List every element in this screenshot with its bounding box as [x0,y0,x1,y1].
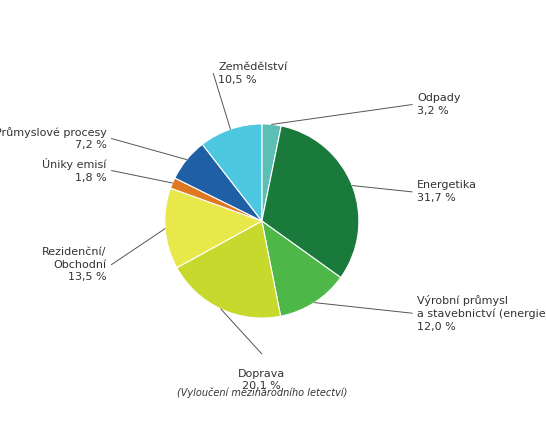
Wedge shape [170,178,262,221]
Text: (Vyloučení mezinárodního letectví): (Vyloučení mezinárodního letectví) [177,388,347,398]
Wedge shape [262,126,359,278]
Text: Doprava
20,1 %: Doprava 20,1 % [238,369,286,391]
Text: Odpady
3,2 %: Odpady 3,2 % [417,93,461,116]
Wedge shape [262,221,341,316]
Text: Průmyslové procesy
7,2 %: Průmyslové procesy 7,2 % [0,127,106,150]
Text: Úniky emisí
1,8 %: Úniky emisí 1,8 % [42,158,106,183]
Wedge shape [262,124,281,221]
Wedge shape [177,221,281,318]
Wedge shape [165,188,262,268]
Wedge shape [203,124,262,221]
Text: Zemědělství
10,5 %: Zemědělství 10,5 % [218,62,287,85]
Text: Rezidenční/
Obchodní
13,5 %: Rezidenční/ Obchodní 13,5 % [42,247,106,282]
Wedge shape [175,144,262,221]
Text: Výrobní průmysl
a stavebnictví (energie)
12,0 %: Výrobní průmysl a stavebnictví (energie)… [417,294,546,332]
Text: Energetika
31,7 %: Energetika 31,7 % [417,180,477,203]
